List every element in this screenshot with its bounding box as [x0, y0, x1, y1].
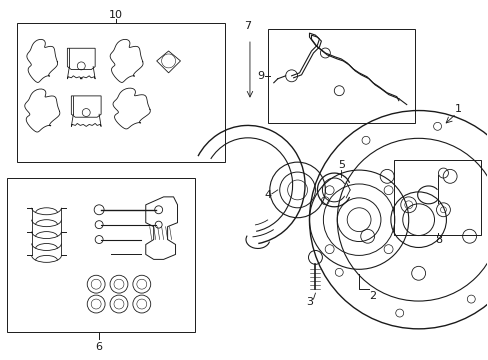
Text: 10: 10 — [109, 10, 123, 20]
Text: 7: 7 — [244, 21, 251, 31]
Text: 6: 6 — [96, 342, 102, 352]
Text: 5: 5 — [337, 160, 344, 170]
Text: 1: 1 — [454, 104, 461, 113]
Text: 9: 9 — [257, 71, 264, 81]
Text: 4: 4 — [264, 190, 271, 200]
Text: 8: 8 — [434, 234, 441, 244]
Bar — [393, 160, 480, 235]
Bar — [17, 23, 224, 162]
Bar — [7, 178, 195, 332]
Text: 2: 2 — [368, 291, 376, 301]
Bar — [267, 29, 414, 123]
Text: 3: 3 — [305, 297, 312, 307]
